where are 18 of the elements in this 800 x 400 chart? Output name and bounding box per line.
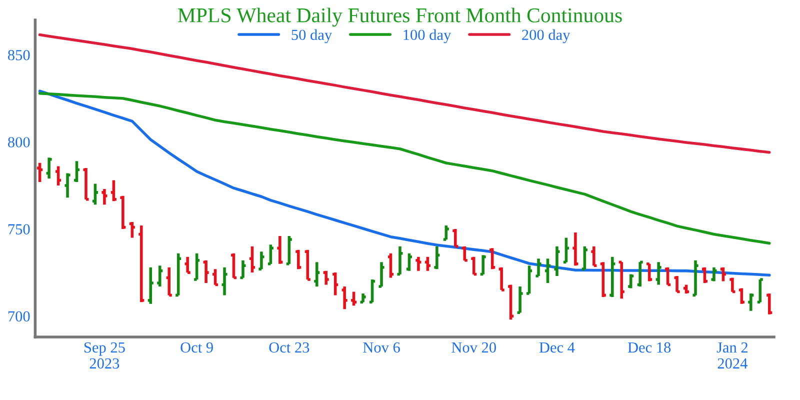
x-tick-label: Nov 6 <box>363 342 400 353</box>
line-series <box>38 90 771 277</box>
legend-label: 100 day <box>404 29 452 44</box>
x-tick-label: Sep 25 2023 <box>84 342 125 369</box>
x-tick-label: Dec 4 <box>539 342 575 353</box>
y-tick-label: 750 <box>8 224 30 234</box>
legend-label: 50 day <box>292 29 332 44</box>
chart-title: MPLS Wheat Daily Futures Front Month Continuous <box>178 8 622 27</box>
x-tick-label: Oct 23 <box>269 342 310 353</box>
y-tick-label: 800 <box>8 137 30 148</box>
x-tick-label: Dec 18 <box>628 342 671 353</box>
y-tick-label: 850 <box>8 50 30 60</box>
y-tick-label: 700 <box>8 311 30 322</box>
legend-label: 200 day <box>522 29 570 44</box>
line-series <box>38 92 771 245</box>
x-tick-label: Nov 20 <box>452 342 496 353</box>
x-tick-label: Oct 9 <box>180 342 213 353</box>
x-tick-label: Jan 2 2024 <box>716 342 748 369</box>
